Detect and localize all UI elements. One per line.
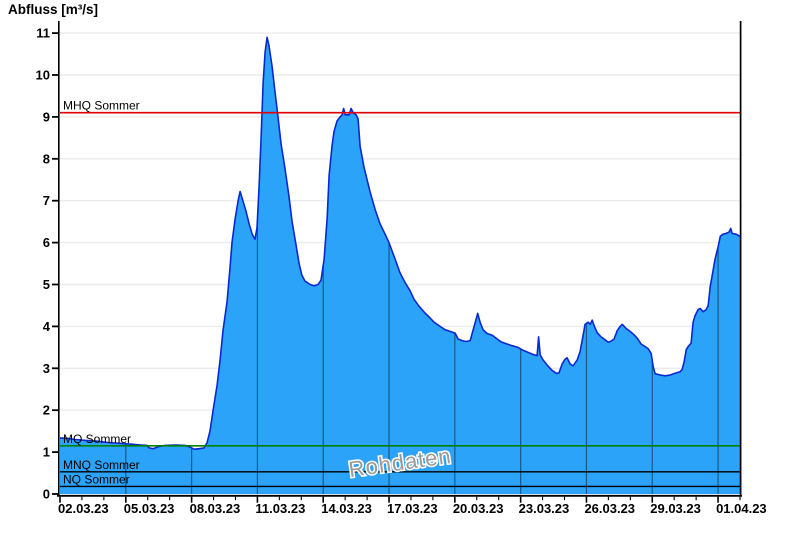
x-tick-label: 11.03.23 (255, 501, 305, 516)
series-layer (59, 36, 741, 495)
x-tick-label: 17.03.23 (387, 501, 438, 516)
y-tick-label: 2 (43, 403, 50, 418)
y-tick-label: 1 (43, 445, 50, 460)
y-tick-label: 0 (43, 487, 50, 502)
y-tick-label: 7 (43, 193, 50, 208)
x-tick-label: 14.03.23 (321, 501, 372, 516)
y-tick-label: 9 (43, 109, 50, 124)
y-tick-label: 4 (43, 319, 51, 334)
y-axis-title: Abfluss [m³/s] (8, 2, 98, 17)
x-tick-label: 26.03.23 (584, 501, 635, 516)
ref-label-mnq-sommer: MNQ Sommer (63, 458, 140, 472)
x-tick-label: 02.03.23 (58, 501, 109, 516)
x-tick-label: 05.03.23 (124, 501, 175, 516)
y-tick-label: 10 (36, 68, 50, 83)
y-tick-label: 3 (43, 361, 50, 376)
x-tick-label: 01.04.23 (716, 501, 767, 516)
ref-label-mhq-sommer: MHQ Sommer (63, 99, 140, 113)
x-tick-label: 08.03.23 (190, 501, 241, 516)
ref-label-mq-sommer: MQ Sommer (63, 432, 131, 446)
discharge-area (60, 37, 740, 495)
y-tick-label: 5 (43, 277, 50, 292)
x-tick-label: 20.03.23 (453, 501, 504, 516)
x-tick-label: 23.03.23 (519, 501, 570, 516)
ref-label-nq-sommer: NQ Sommer (63, 472, 130, 486)
x-tick-label: 29.03.23 (650, 501, 701, 516)
y-tick-label: 6 (43, 235, 50, 250)
y-tick-label: 11 (36, 26, 50, 41)
axes-layer: 0 1 2 3 4 5 6 7 8 9 10 11 02.03.23 05.03.23 08.03.23 11… (36, 21, 767, 516)
y-tick-label: 8 (43, 151, 50, 166)
discharge-curve (59, 36, 741, 451)
